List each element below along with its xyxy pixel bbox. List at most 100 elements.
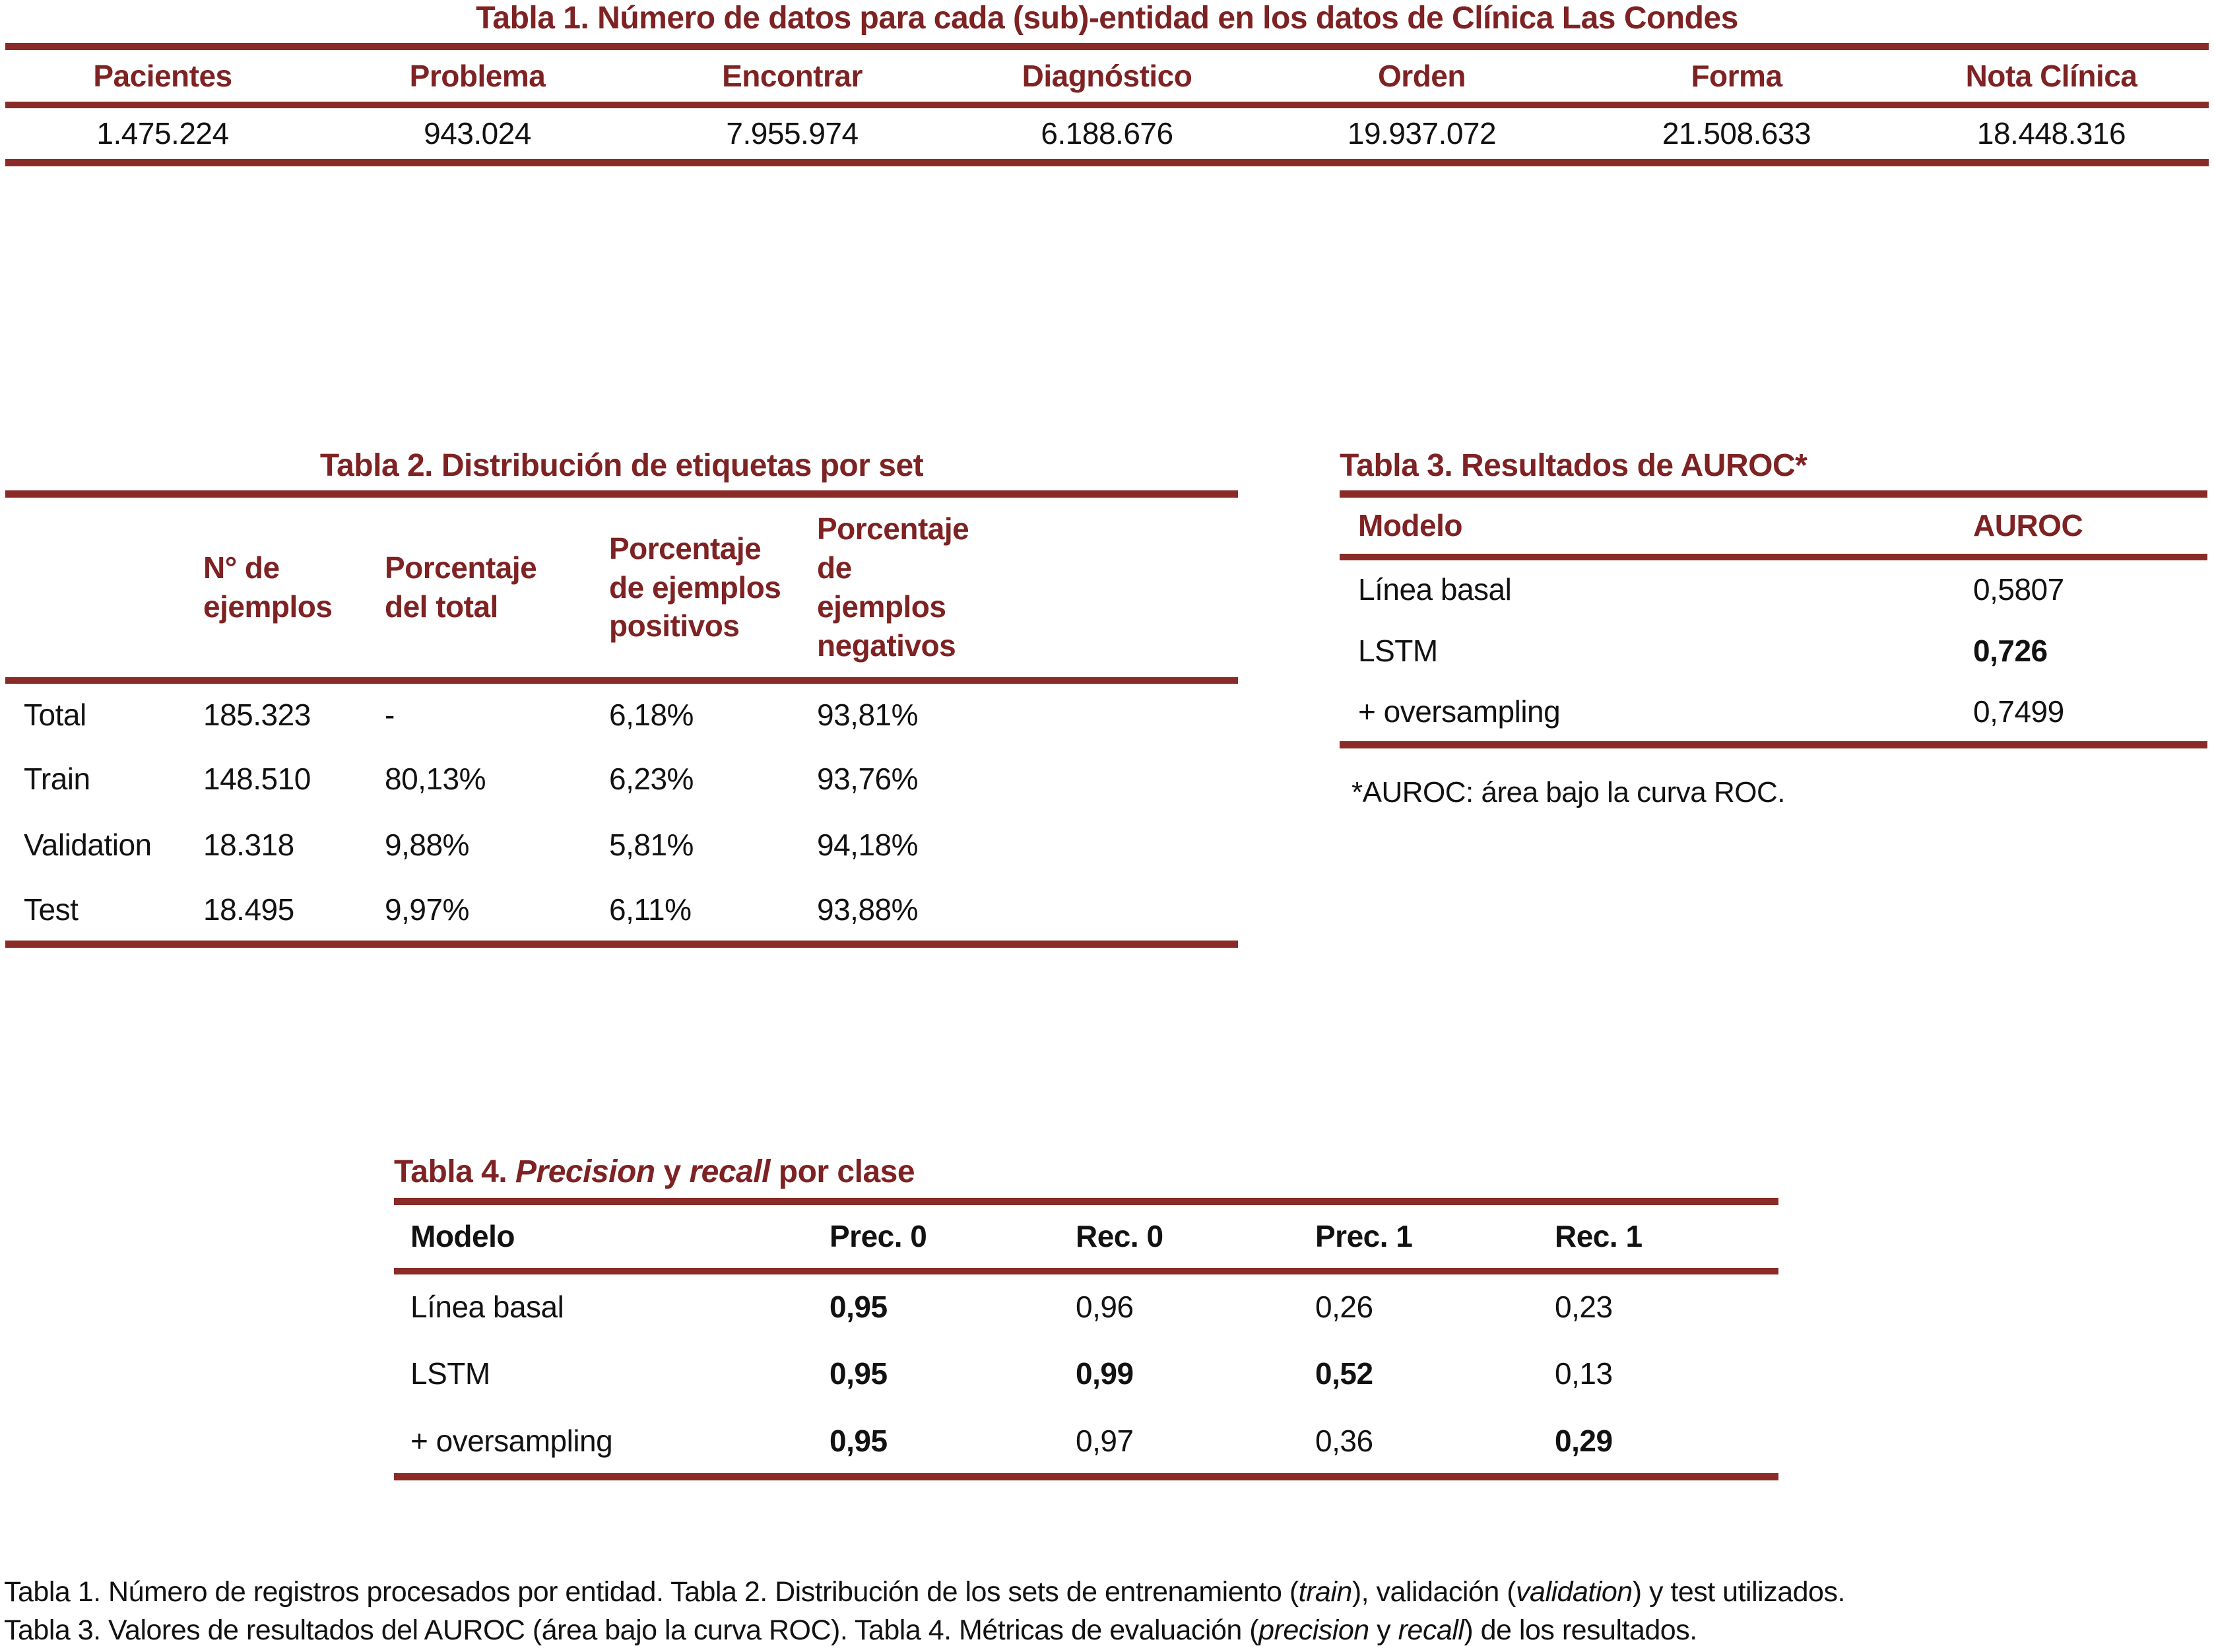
- table2-data-cell: 93,76%: [817, 762, 919, 797]
- table2-data-cell: 18.495: [203, 878, 385, 948]
- table2-header-cell: [5, 490, 203, 684]
- row-label: Total: [24, 697, 86, 732]
- row-label: LSTM: [1358, 633, 1438, 668]
- table4-data-cell: 0,95: [830, 1408, 1076, 1481]
- table4-grid: Modelo Prec. 0 Rec. 0 Prec. 1 Rec. 1 Lín…: [394, 1198, 1778, 1481]
- table2-data-cell: 148.510: [203, 762, 311, 797]
- caption-italic: train: [1298, 1576, 1353, 1608]
- table2-title: Tabla 2. Distribución de etiquetas por s…: [319, 448, 924, 483]
- table2-header-text: Porcentaje del total: [385, 550, 537, 624]
- table1-header-cell: Orden: [1264, 43, 1579, 108]
- table2-row-test: Test 18.495 9,97% 6,11% 93,88%: [5, 878, 1238, 948]
- table1-header-cell: Problema: [320, 43, 635, 108]
- table3-header-cell: AUROC: [1973, 490, 2207, 560]
- table2-data-cell: 18.318: [203, 828, 294, 863]
- caption-line-1: Tabla 1. Número de registros procesados …: [4, 1573, 2211, 1611]
- table2-header-text: Porcentaje de ejemplos negativos: [817, 512, 969, 663]
- table4-data-cell: 0,13: [1555, 1356, 1613, 1391]
- table2-row-train: Train 148.510 80,13% 6,23% 93,76%: [5, 746, 1238, 812]
- row-label: LSTM: [410, 1356, 490, 1391]
- table4-data-cell: 0,52: [1315, 1356, 1373, 1391]
- table2-header-row: N° de ejemplos Porcentaje del total Porc…: [5, 490, 1238, 684]
- table2-data-cell: 94,18%: [817, 828, 919, 863]
- table1-header-cell: Nota Clínica: [1894, 43, 2209, 108]
- table3-data-cell: 0,5807: [1973, 572, 2064, 607]
- table3-data-cell: 0,7499: [1973, 682, 2207, 749]
- table1-data-cell: 1.475.224: [5, 104, 320, 167]
- table4-title: Tabla 4. Precision y recall por clase: [394, 1154, 1778, 1190]
- table4-header-row: Modelo Prec. 0 Rec. 0 Prec. 1 Rec. 1: [394, 1198, 1778, 1274]
- row-label: Línea basal: [1358, 572, 1512, 607]
- table3-header-cell: Modelo: [1340, 490, 1973, 560]
- table4-title-part: y: [655, 1154, 690, 1189]
- table4-row-oversampling: + oversampling 0,95 0,97 0,36 0,29: [394, 1408, 1778, 1481]
- table2-data-cell: -: [385, 697, 395, 732]
- table3-data-cell: 0,726: [1973, 633, 2048, 668]
- table1-header-cell: Pacientes: [5, 43, 320, 108]
- table2-header-cell: Porcentaje de ejemplos negativos: [817, 490, 1238, 684]
- table4-header-cell: Rec. 1: [1555, 1198, 1778, 1274]
- table4-data-cell: 0,23: [1555, 1289, 1613, 1324]
- table3-header-row: Modelo AUROC: [1340, 490, 2207, 560]
- table2-grid: N° de ejemplos Porcentaje del total Porc…: [5, 490, 1238, 948]
- table4-title-italic: recall: [689, 1154, 770, 1189]
- table2-header-text: N° de ejemplos: [203, 550, 333, 624]
- caption-text: y: [1369, 1614, 1398, 1646]
- table4-title-italic: Precision: [515, 1154, 655, 1189]
- table2-data-cell: 6,11%: [609, 878, 817, 948]
- table2-data-cell: 6,23%: [609, 762, 694, 797]
- table2-header-text: Porcentaje de ejemplos positivos: [609, 531, 781, 644]
- table1-title: Tabla 1. Número de datos para cada (sub)…: [476, 1, 1738, 36]
- table1-header-cell: Forma: [1579, 43, 1894, 108]
- table1-data-cell: 21.508.633: [1579, 104, 1894, 167]
- table2-data-cell: 93,81%: [817, 697, 919, 732]
- table4-data-cell: 0,95: [830, 1289, 888, 1324]
- table1-data-cell: 7.955.974: [635, 104, 950, 167]
- table1-data-row: 1.475.224 943.024 7.955.974 6.188.676 19…: [5, 104, 2209, 167]
- table4-data-cell: 0,99: [1076, 1356, 1134, 1391]
- table4-header-cell: Prec. 1: [1315, 1198, 1555, 1274]
- table2-data-cell: 9,88%: [385, 828, 469, 863]
- table4-data-cell: 0,29: [1555, 1408, 1778, 1481]
- table1-grid: Pacientes Problema Encontrar Diagnóstico…: [5, 43, 2209, 167]
- table2-data-cell: 80,13%: [385, 762, 486, 797]
- table3-row-lstm: LSTM 0,726: [1340, 620, 2207, 682]
- caption-italic: validation: [1516, 1576, 1633, 1608]
- table4-data-cell: 0,36: [1315, 1408, 1555, 1481]
- caption-line-2: Tabla 3. Valores de resultados del AUROC…: [4, 1611, 2211, 1649]
- table4-row-linea-basal: Línea basal 0,95 0,96 0,26 0,23: [394, 1271, 1778, 1340]
- table4-title-part: Tabla 4.: [394, 1154, 516, 1189]
- row-label: + oversampling: [394, 1408, 830, 1481]
- table1-data-cell: 6.188.676: [950, 104, 1264, 167]
- row-label: Train: [24, 762, 90, 797]
- table4-data-cell: 0,97: [1076, 1408, 1315, 1481]
- row-label: Validation: [24, 828, 152, 863]
- table1-data-cell: 18.448.316: [1894, 104, 2209, 167]
- caption-text: ) de los resultados.: [1464, 1614, 1697, 1646]
- caption-text: Tabla 1. Número de registros procesados …: [4, 1576, 1299, 1608]
- table4: Tabla 4. Precision y recall por clase Mo…: [394, 1154, 1778, 1481]
- table2-data-cell: 93,88%: [817, 878, 1238, 948]
- table4-header-cell: Prec. 0: [830, 1198, 1076, 1274]
- caption-italic: recall: [1398, 1614, 1464, 1646]
- table2-header-cell: Porcentaje de ejemplos positivos: [609, 490, 817, 684]
- table2-data-cell: 5,81%: [609, 828, 694, 863]
- caption-text: ), validación (: [1351, 1576, 1516, 1608]
- table1-data-cell: 19.937.072: [1264, 104, 1579, 167]
- table2-row-total: Total 185.323 - 6,18% 93,81%: [5, 680, 1238, 746]
- table2: Tabla 2. Distribución de etiquetas por s…: [5, 447, 1238, 948]
- table4-row-lstm: LSTM 0,95 0,99 0,52 0,13: [394, 1340, 1778, 1408]
- table4-data-cell: 0,95: [830, 1356, 888, 1391]
- table4-header-cell: Rec. 0: [1076, 1198, 1315, 1274]
- table2-header-cell: Porcentaje del total: [385, 490, 609, 684]
- table3-footnote: *AUROC: área bajo la curva ROC.: [1351, 776, 1785, 809]
- table3-grid: Modelo AUROC Línea basal 0,5807 LSTM 0,7…: [1340, 490, 2207, 749]
- table2-data-cell: 185.323: [203, 697, 311, 732]
- table1: Tabla 1. Número de datos para cada (sub)…: [5, 0, 2209, 167]
- table1-data-cell: 943.024: [320, 104, 635, 167]
- table3-title: Tabla 3. Resultados de AUROC*: [1340, 448, 1807, 483]
- table4-title-part: por clase: [769, 1154, 915, 1189]
- table1-header-cell: Encontrar: [635, 43, 950, 108]
- table3-row-oversampling: + oversampling 0,7499: [1340, 682, 2207, 749]
- figure-caption: Tabla 1. Número de registros procesados …: [4, 1573, 2211, 1649]
